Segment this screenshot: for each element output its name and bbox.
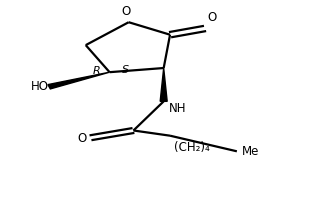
- Polygon shape: [48, 72, 109, 89]
- Text: NH: NH: [169, 102, 186, 115]
- Text: O: O: [77, 132, 87, 145]
- Text: HO: HO: [30, 80, 48, 93]
- Polygon shape: [160, 68, 167, 101]
- Text: S: S: [122, 65, 129, 75]
- Text: Me: Me: [242, 145, 259, 158]
- Text: (CH₂)₄: (CH₂)₄: [174, 141, 210, 154]
- Text: R: R: [92, 66, 100, 76]
- Text: O: O: [208, 11, 217, 24]
- Text: O: O: [122, 5, 131, 18]
